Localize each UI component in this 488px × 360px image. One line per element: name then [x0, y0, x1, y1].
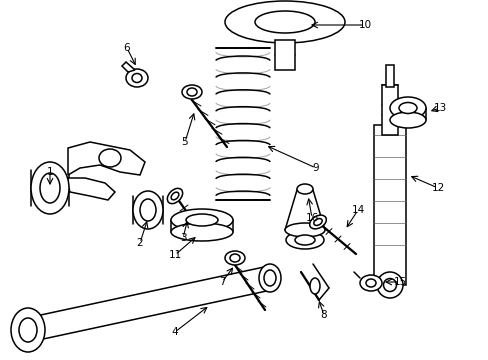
Text: 10: 10	[358, 20, 371, 30]
Polygon shape	[68, 142, 145, 175]
Ellipse shape	[389, 112, 425, 128]
Ellipse shape	[19, 318, 37, 342]
Ellipse shape	[224, 251, 244, 265]
Ellipse shape	[171, 209, 232, 231]
Ellipse shape	[389, 97, 425, 119]
Polygon shape	[122, 62, 135, 72]
Bar	[385, 65, 393, 87]
Text: 13: 13	[432, 103, 446, 113]
Text: 4: 4	[171, 327, 178, 337]
Polygon shape	[68, 178, 115, 200]
Ellipse shape	[133, 191, 163, 229]
Ellipse shape	[285, 231, 324, 249]
Text: 5: 5	[182, 137, 188, 147]
Text: 7: 7	[218, 277, 225, 287]
Ellipse shape	[264, 270, 275, 286]
Ellipse shape	[126, 69, 148, 87]
Ellipse shape	[99, 149, 121, 167]
Ellipse shape	[140, 199, 156, 221]
Polygon shape	[25, 266, 272, 342]
Ellipse shape	[132, 73, 142, 82]
Ellipse shape	[383, 279, 396, 292]
Bar	[381, 85, 397, 135]
Ellipse shape	[171, 223, 232, 241]
Text: 1: 1	[46, 167, 53, 177]
Ellipse shape	[185, 214, 218, 226]
Polygon shape	[285, 190, 325, 230]
Ellipse shape	[294, 235, 314, 245]
Text: 8: 8	[320, 310, 326, 320]
Ellipse shape	[171, 192, 179, 200]
Text: 14: 14	[351, 205, 364, 215]
Bar	[373, 125, 405, 285]
Ellipse shape	[359, 275, 381, 291]
Text: 11: 11	[168, 250, 181, 260]
Ellipse shape	[376, 272, 402, 298]
Ellipse shape	[40, 173, 60, 203]
Ellipse shape	[309, 278, 319, 294]
Ellipse shape	[186, 88, 197, 96]
Text: 15: 15	[392, 277, 406, 287]
Text: 3: 3	[179, 233, 186, 243]
Ellipse shape	[224, 1, 345, 43]
Ellipse shape	[313, 219, 322, 225]
Ellipse shape	[31, 162, 69, 214]
Ellipse shape	[229, 254, 240, 262]
Ellipse shape	[167, 188, 183, 204]
Ellipse shape	[259, 264, 281, 292]
Text: 6: 6	[123, 43, 130, 53]
Text: 9: 9	[312, 163, 319, 173]
Ellipse shape	[285, 223, 325, 237]
Ellipse shape	[398, 103, 416, 113]
Text: 16: 16	[305, 213, 318, 223]
Ellipse shape	[365, 279, 375, 287]
Ellipse shape	[296, 184, 312, 194]
Text: 2: 2	[137, 238, 143, 248]
Ellipse shape	[11, 308, 45, 352]
Bar	[274, 40, 294, 70]
Ellipse shape	[182, 85, 202, 99]
Ellipse shape	[309, 215, 325, 229]
Ellipse shape	[254, 11, 314, 33]
Text: 12: 12	[430, 183, 444, 193]
